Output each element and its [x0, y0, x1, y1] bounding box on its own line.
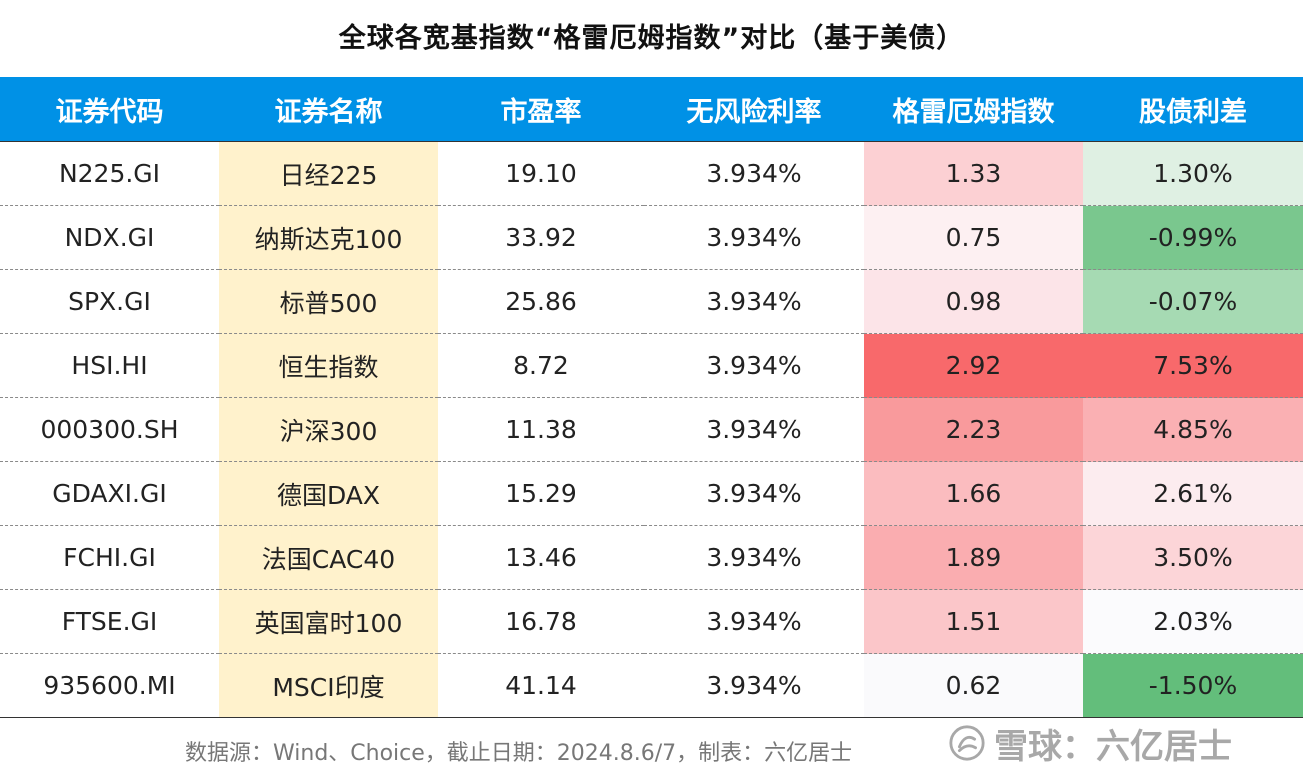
table-row: HSI.HI 恒生指数 8.72 3.934% 2.92 7.53%	[0, 333, 1303, 398]
cell-code: FCHI.GI	[0, 525, 219, 590]
cell-equity-bond-spread: 2.61%	[1083, 461, 1303, 526]
header-name: 证券名称	[219, 77, 438, 142]
cell-code: 935600.MI	[0, 653, 219, 718]
table-row: FTSE.GI 英国富时100 16.78 3.934% 1.51 2.03%	[0, 589, 1303, 654]
cell-graham-index: 0.75	[864, 205, 1083, 270]
watermark-text: 雪球：六亿居士	[994, 726, 1232, 767]
cell-name: 纳斯达克100	[219, 205, 438, 270]
cell-pe: 8.72	[438, 333, 644, 398]
cell-code: SPX.GI	[0, 269, 219, 334]
cell-pe: 15.29	[438, 461, 644, 526]
cell-pe: 16.78	[438, 589, 644, 654]
cell-risk-free-rate: 3.934%	[644, 397, 864, 462]
cell-equity-bond-spread: -1.50%	[1083, 653, 1303, 718]
cell-risk-free-rate: 3.934%	[644, 205, 864, 270]
cell-graham-index: 1.89	[864, 525, 1083, 590]
cell-graham-index: 2.23	[864, 397, 1083, 462]
cell-graham-index: 0.98	[864, 269, 1083, 334]
cell-code: 000300.SH	[0, 397, 219, 462]
table-body: N225.GI 日经225 19.10 3.934% 1.33 1.30% NDX.GI 纳斯…	[0, 141, 1303, 718]
cell-pe: 33.92	[438, 205, 644, 270]
cell-name: 标普500	[219, 269, 438, 334]
cell-pe: 11.38	[438, 397, 644, 462]
table-row: N225.GI 日经225 19.10 3.934% 1.33 1.30%	[0, 141, 1303, 206]
cell-equity-bond-spread: 4.85%	[1083, 397, 1303, 462]
cell-equity-bond-spread: -0.99%	[1083, 205, 1303, 270]
cell-name: 沪深300	[219, 397, 438, 462]
cell-equity-bond-spread: -0.07%	[1083, 269, 1303, 334]
snowball-logo-icon	[949, 725, 985, 761]
cell-equity-bond-spread: 7.53%	[1083, 333, 1303, 398]
table-row: 000300.SH 沪深300 11.38 3.934% 2.23 4.85%	[0, 397, 1303, 462]
header-risk-free-rate: 无风险利率	[644, 77, 864, 142]
cell-code: N225.GI	[0, 141, 219, 206]
header-graham-index: 格雷厄姆指数	[864, 77, 1083, 142]
cell-name: 法国CAC40	[219, 525, 438, 590]
cell-graham-index: 2.92	[864, 333, 1083, 398]
cell-risk-free-rate: 3.934%	[644, 141, 864, 206]
cell-risk-free-rate: 3.934%	[644, 461, 864, 526]
cell-code: NDX.GI	[0, 205, 219, 270]
cell-pe: 19.10	[438, 141, 644, 206]
source-note: 数据源：Wind、Choice，截止日期：2024.8.6/7，制表：六亿居士	[185, 741, 853, 766]
cell-name: 恒生指数	[219, 333, 438, 398]
table-row: FCHI.GI 法国CAC40 13.46 3.934% 1.89 3.50%	[0, 525, 1303, 590]
table-row: SPX.GI 标普500 25.86 3.934% 0.98 -0.07%	[0, 269, 1303, 334]
table-row: NDX.GI 纳斯达克100 33.92 3.934% 0.75 -0.99%	[0, 205, 1303, 270]
cell-pe: 13.46	[438, 525, 644, 590]
header-equity-bond-spread: 股债利差	[1083, 77, 1303, 142]
comparison-table: 证券代码 证券名称 市盈率 无风险利率 格雷厄姆指数 股债利差 N225.GI 日…	[0, 77, 1303, 718]
cell-risk-free-rate: 3.934%	[644, 525, 864, 590]
table-row: GDAXI.GI 德国DAX 15.29 3.934% 1.66 2.61%	[0, 461, 1303, 526]
cell-risk-free-rate: 3.934%	[644, 333, 864, 398]
page-title: 全球各宽基指数“格雷厄姆指数”对比（基于美债）	[338, 23, 965, 54]
cell-equity-bond-spread: 1.30%	[1083, 141, 1303, 206]
watermark: 雪球：六亿居士	[948, 720, 1232, 767]
cell-name: 日经225	[219, 141, 438, 206]
cell-pe: 25.86	[438, 269, 644, 334]
table-header-row: 证券代码 证券名称 市盈率 无风险利率 格雷厄姆指数 股债利差	[0, 77, 1303, 142]
table-row: 935600.MI MSCI印度 41.14 3.934% 0.62 -1.50%	[0, 653, 1303, 718]
header-pe: 市盈率	[438, 77, 644, 142]
cell-name: 英国富时100	[219, 589, 438, 654]
cell-graham-index: 1.51	[864, 589, 1083, 654]
cell-name: 德国DAX	[219, 461, 438, 526]
cell-graham-index: 1.33	[864, 141, 1083, 206]
cell-equity-bond-spread: 2.03%	[1083, 589, 1303, 654]
cell-name: MSCI印度	[219, 653, 438, 718]
cell-equity-bond-spread: 3.50%	[1083, 525, 1303, 590]
cell-graham-index: 0.62	[864, 653, 1083, 718]
cell-risk-free-rate: 3.934%	[644, 269, 864, 334]
cell-code: FTSE.GI	[0, 589, 219, 654]
cell-code: HSI.HI	[0, 333, 219, 398]
cell-pe: 41.14	[438, 653, 644, 718]
cell-risk-free-rate: 3.934%	[644, 589, 864, 654]
header-code: 证券代码	[0, 77, 219, 142]
cell-code: GDAXI.GI	[0, 461, 219, 526]
cell-risk-free-rate: 3.934%	[644, 653, 864, 718]
cell-graham-index: 1.66	[864, 461, 1083, 526]
